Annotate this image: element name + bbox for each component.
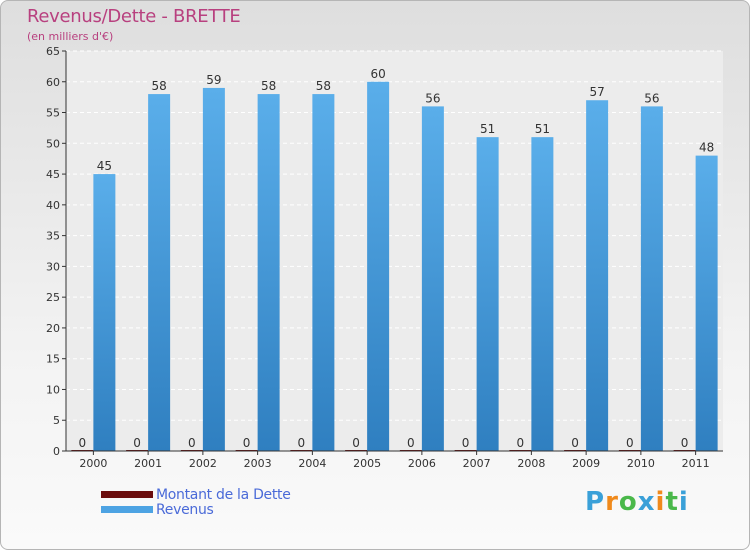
chart-subtitle: (en milliers d'€) [27,30,114,43]
y-tick-label: 40 [46,199,60,212]
x-tick-label: 2007 [463,457,491,470]
y-tick-label: 0 [53,445,60,458]
logo-letter: i [655,487,666,517]
x-tick-label: 2006 [408,457,436,470]
data-label-revenus: 57 [589,85,604,99]
logo-letter: o [618,487,638,517]
data-label-dette: 0 [407,436,415,450]
bar-revenus [476,137,499,451]
bar-revenus [586,100,609,451]
bar-revenus [640,106,663,451]
x-tick-label: 2003 [244,457,272,470]
legend-swatch-dette [101,491,153,498]
data-label-revenus: 45 [97,159,112,173]
legend-label-revenus: Revenus [156,502,214,518]
logo-letter: P [585,487,606,517]
proxiti-logo: Proxiti [585,487,689,517]
bar-revenus [148,94,171,452]
data-label-revenus: 59 [206,73,221,87]
y-tick-label: 25 [46,291,60,304]
y-tick-label: 30 [46,260,60,273]
y-tick-label: 45 [46,168,60,181]
legend-swatch-revenus [101,506,153,513]
data-label-revenus: 51 [535,122,550,136]
plot-area [66,51,723,451]
x-tick-label: 2005 [353,457,381,470]
bar-revenus [312,94,335,452]
data-label-revenus: 56 [425,91,440,105]
bar-revenus [257,94,280,452]
data-label-dette: 0 [243,436,251,450]
data-label-revenus: 48 [699,141,714,155]
x-tick-label: 2011 [682,457,710,470]
y-tick-label: 5 [53,414,60,427]
x-tick-label: 2010 [627,457,655,470]
bar-revenus [202,87,225,451]
data-label-dette: 0 [79,436,87,450]
data-label-dette: 0 [352,436,360,450]
chart-title: Revenus/Dette - BRETTE [27,6,241,27]
x-tick-label: 2009 [572,457,600,470]
x-tick-label: 2002 [189,457,217,470]
x-tick-label: 2001 [134,457,162,470]
data-label-revenus: 58 [316,79,331,93]
bar-revenus [93,174,116,452]
logo-letter: t [665,487,679,517]
data-label-dette: 0 [626,436,634,450]
y-tick-label: 65 [46,45,60,58]
data-label-dette: 0 [133,436,141,450]
data-label-revenus: 58 [151,79,166,93]
bar-revenus [531,137,554,451]
data-label-revenus: 56 [644,91,659,105]
x-tick-label: 2008 [517,457,545,470]
data-label-revenus: 60 [370,67,385,81]
y-tick-label: 35 [46,230,60,243]
data-label-revenus: 51 [480,122,495,136]
y-tick-label: 55 [46,107,60,120]
x-tick-label: 2004 [298,457,326,470]
data-label-revenus: 58 [261,79,276,93]
legend-label-dette: Montant de la Dette [156,487,291,503]
data-label-dette: 0 [681,436,689,450]
y-tick-label: 20 [46,322,60,335]
data-label-dette: 0 [571,436,579,450]
data-label-dette: 0 [188,436,196,450]
bar-revenus [367,81,390,452]
x-tick-label: 2000 [79,457,107,470]
y-tick-label: 60 [46,76,60,89]
y-tick-label: 10 [46,383,60,396]
data-label-dette: 0 [298,436,306,450]
logo-letter: x [637,487,656,517]
y-tick-label: 50 [46,137,60,150]
logo-letter: i [678,487,689,517]
logo-letter: r [605,487,619,517]
data-label-dette: 0 [462,436,470,450]
bar-revenus [695,155,718,451]
bar-revenus [421,106,444,451]
data-label-dette: 0 [517,436,525,450]
y-tick-label: 15 [46,353,60,366]
